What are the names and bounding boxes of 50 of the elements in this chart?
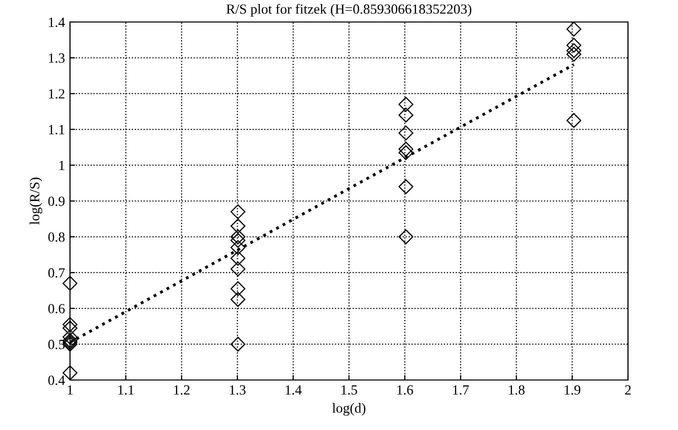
point: [230, 229, 246, 244]
y-tick-label: 1: [59, 160, 64, 170]
x-tick-label: 1.3: [230, 385, 246, 395]
point: [398, 96, 414, 112]
y-axis-title: log(R/S): [30, 178, 42, 225]
point: [566, 43, 582, 58]
x-tick-label: 1.2: [174, 385, 190, 395]
point: [62, 276, 78, 291]
point: [230, 336, 246, 352]
y-tick-label: 0.9: [48, 196, 65, 206]
point: [230, 240, 246, 255]
point: [230, 292, 246, 307]
y-tick-label: 0.4: [48, 376, 65, 386]
point: [566, 38, 582, 53]
point: [230, 204, 246, 220]
point: [398, 126, 414, 140]
point: [230, 232, 246, 248]
x-tick-label: 1.6: [397, 385, 414, 395]
x-axis-title: log(d): [332, 403, 366, 416]
point: [566, 113, 582, 128]
x-tick-label: 1.1: [118, 385, 134, 395]
point: [62, 320, 78, 336]
point: [62, 317, 78, 332]
point: [566, 46, 582, 62]
point: [398, 229, 414, 244]
y-tick-label: 1.4: [49, 18, 65, 28]
point: [230, 250, 246, 266]
x-tick-label: 2: [625, 385, 631, 394]
point: [230, 281, 246, 296]
x-tick-label: 1.4: [286, 385, 302, 395]
y-tick-label: 0.8: [48, 232, 65, 242]
x-tick-label: 1.5: [342, 385, 358, 395]
point: [230, 218, 246, 234]
point: [566, 22, 582, 37]
y-tick-label: 0.7: [48, 268, 65, 278]
chart-title: R/S plot for fitzek (H=0.859306618352203): [226, 4, 472, 17]
y-tick-label: 0.6: [48, 304, 65, 314]
point: [398, 145, 414, 160]
point: [398, 108, 414, 123]
y-tick-label: 1.1: [49, 125, 64, 134]
y-tick-label: 1.3: [49, 53, 65, 63]
x-tick-label: 1.7: [453, 385, 469, 395]
x-tick-label: 1: [68, 385, 73, 394]
x-tick-label: 1.9: [564, 385, 580, 395]
point: [230, 262, 246, 276]
point: [398, 142, 414, 157]
point: [398, 179, 414, 194]
x-tick-label: 1.8: [508, 385, 525, 395]
y-tick-label: 1.2: [49, 89, 64, 99]
point: [62, 330, 78, 344]
